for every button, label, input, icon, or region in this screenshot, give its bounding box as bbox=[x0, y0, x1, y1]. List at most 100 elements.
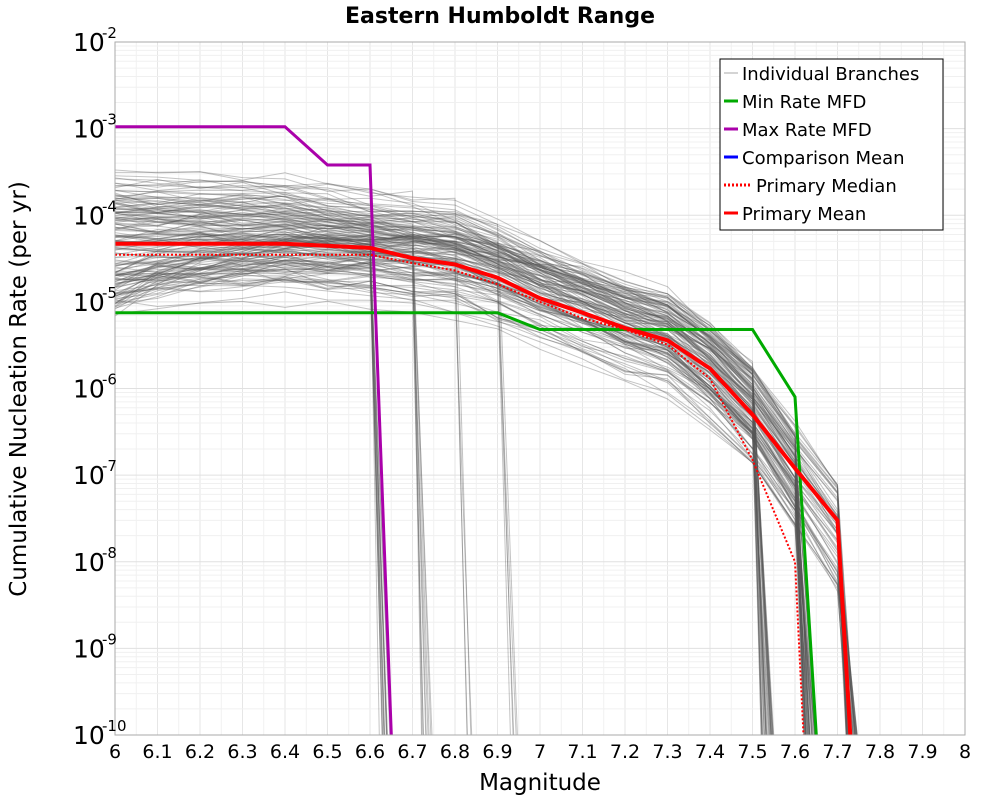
y-tick-label: 10-9 bbox=[73, 630, 117, 663]
x-tick-label: 6.8 bbox=[440, 741, 470, 763]
x-tick-label: 7.5 bbox=[737, 741, 767, 763]
branch-line bbox=[114, 256, 858, 736]
y-tick-label: 10-10 bbox=[73, 717, 127, 750]
branch-line bbox=[114, 279, 424, 736]
branch-line bbox=[114, 218, 511, 736]
branch-line bbox=[114, 182, 848, 736]
x-tick-label: 7.2 bbox=[610, 741, 640, 763]
y-tick-label: 10-5 bbox=[73, 284, 117, 317]
branch-line bbox=[114, 269, 805, 736]
branch-line bbox=[114, 268, 857, 736]
x-tick-label: 7.9 bbox=[907, 741, 937, 763]
branch-line bbox=[114, 226, 764, 736]
legend-label: Comparison Mean bbox=[742, 148, 905, 169]
branch-line bbox=[114, 210, 810, 736]
legend: Individual Branches Min Rate MFD Max Rate … bbox=[719, 58, 944, 231]
branch-line bbox=[114, 225, 816, 736]
branch-line bbox=[114, 201, 388, 736]
branch-line bbox=[114, 250, 767, 736]
y-tick-exponent: -10 bbox=[102, 717, 127, 735]
branch-line bbox=[114, 228, 768, 736]
y-tick-label: 10-3 bbox=[73, 111, 117, 144]
branch-line bbox=[114, 274, 808, 736]
x-tick-label: 6.2 bbox=[185, 741, 215, 763]
branch-line bbox=[114, 195, 852, 736]
branch-line bbox=[114, 219, 383, 736]
x-tick-label: 6.5 bbox=[312, 741, 342, 763]
branch-line bbox=[114, 262, 851, 736]
branch-line bbox=[114, 234, 468, 736]
y-tick-base: 10 bbox=[73, 548, 105, 577]
branch-line bbox=[114, 199, 806, 736]
y-tick-exponent: -7 bbox=[102, 457, 117, 475]
branch-line bbox=[114, 239, 854, 736]
x-tick-label: 6.4 bbox=[270, 741, 300, 763]
branch-line bbox=[114, 260, 388, 736]
branch-line bbox=[114, 267, 429, 736]
grid bbox=[114, 42, 966, 736]
y-tick-exponent: -5 bbox=[102, 284, 117, 302]
branch-line bbox=[114, 232, 762, 736]
branch-line bbox=[114, 253, 813, 736]
legend-label: Individual Branches bbox=[742, 64, 919, 85]
branch-line bbox=[114, 231, 772, 736]
branch-line bbox=[114, 220, 388, 736]
branch-line bbox=[114, 201, 770, 736]
branch-line bbox=[114, 235, 386, 736]
branch-line bbox=[114, 192, 858, 736]
branch-line bbox=[114, 229, 774, 736]
branch-line bbox=[115, 248, 806, 736]
branch-line bbox=[114, 218, 817, 736]
branch-line bbox=[114, 247, 855, 736]
branch-line bbox=[114, 242, 816, 736]
branch-line bbox=[114, 207, 772, 736]
branch-line bbox=[114, 178, 813, 736]
branch-line bbox=[114, 213, 848, 736]
branch-line bbox=[114, 194, 773, 736]
branch-line bbox=[114, 260, 774, 736]
branch-line bbox=[114, 180, 518, 736]
branch-line bbox=[114, 189, 851, 736]
branch-line bbox=[114, 169, 472, 736]
branch-line bbox=[114, 207, 815, 736]
branch-line bbox=[114, 199, 850, 736]
branch-line bbox=[114, 213, 427, 736]
y-tick-label: 10-2 bbox=[73, 24, 117, 57]
y-tick-exponent: -2 bbox=[102, 24, 117, 42]
branch-line bbox=[114, 250, 770, 736]
branch-line bbox=[114, 171, 810, 736]
branch-line bbox=[114, 216, 775, 736]
legend-box bbox=[719, 58, 944, 231]
branch-line bbox=[114, 278, 816, 736]
branch-line bbox=[114, 211, 432, 736]
branch-line bbox=[114, 194, 813, 736]
branch-line bbox=[114, 202, 766, 736]
branch-line bbox=[114, 272, 814, 736]
branch-line bbox=[114, 211, 807, 736]
branch-line bbox=[114, 234, 855, 736]
branch-line bbox=[114, 240, 856, 736]
y-tick-exponent: -3 bbox=[102, 111, 117, 129]
branch-line bbox=[114, 272, 809, 736]
primary-median-line bbox=[115, 253, 805, 736]
branch-line bbox=[114, 228, 771, 736]
branch-line bbox=[114, 207, 763, 736]
branch-line bbox=[114, 206, 816, 736]
min-rate-mfd-line bbox=[115, 311, 818, 736]
branch-line bbox=[114, 207, 857, 736]
branch-line bbox=[114, 218, 809, 736]
branch-line bbox=[114, 184, 765, 736]
branch-line bbox=[114, 252, 811, 736]
branch-line bbox=[114, 179, 854, 736]
branch-line bbox=[114, 276, 850, 736]
branch-line bbox=[114, 226, 468, 736]
branch-line bbox=[114, 238, 850, 736]
branch-line bbox=[114, 197, 430, 736]
branch-line bbox=[114, 244, 849, 736]
branch-line bbox=[114, 212, 806, 736]
branch-line bbox=[114, 223, 850, 736]
x-tick-label: 7.1 bbox=[567, 741, 597, 763]
branch-line bbox=[114, 233, 807, 736]
branch-line bbox=[114, 232, 814, 736]
